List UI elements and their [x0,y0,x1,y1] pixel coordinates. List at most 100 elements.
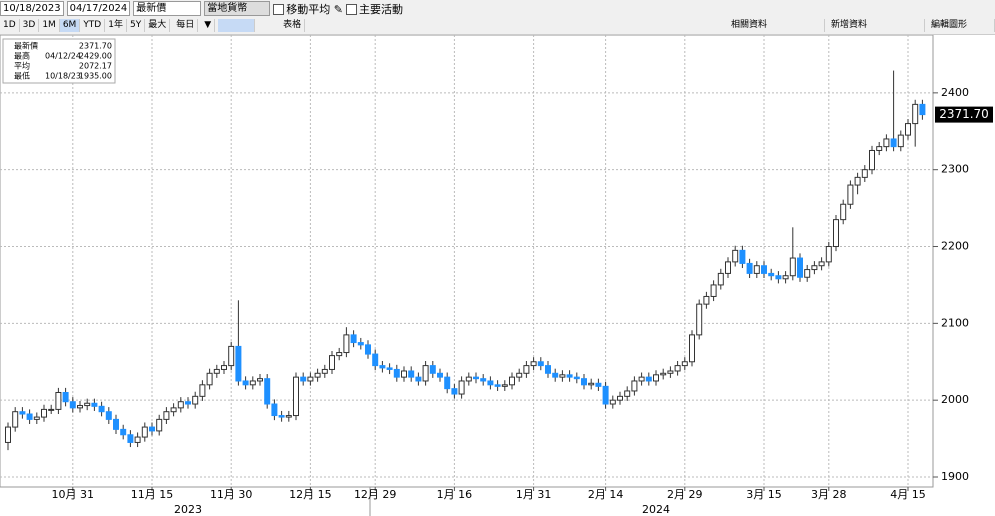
range-button[interactable]: 3D [20,19,40,32]
table[interactable]: 表格 [280,19,306,32]
candle-body [105,411,112,420]
candle-body [357,342,364,346]
y-tick-label: 2200 [941,240,969,253]
candle-body [645,376,652,382]
candle-body [343,334,350,354]
candle-body [566,374,573,378]
x-tick-label: 2月 14 [588,488,624,501]
candle-body [393,368,400,378]
candle-body [753,265,760,274]
candle-body [516,372,523,378]
x-tick-label: 1月 16 [437,488,473,501]
candle-body [912,103,919,125]
style[interactable] [218,19,256,32]
candle-body [667,370,674,374]
x-tick-label: 3月 15 [746,488,782,501]
candle-body [401,370,407,378]
candle-body [905,123,911,136]
candle-body [365,344,371,355]
candle-body [336,352,343,357]
range-button[interactable]: 1D [0,19,20,32]
legend-label: 最新價 [14,41,38,51]
candle-body [559,374,566,378]
candle-body [617,395,623,401]
candle-body [62,391,69,403]
candle-body [660,372,667,376]
candle-body [192,395,199,405]
candle-body [869,149,875,171]
candle-body [523,365,530,374]
candle-body [804,269,811,278]
candle-body [631,380,638,392]
candle-body [854,176,861,186]
key-events[interactable]: 主要活動 [346,1,403,17]
moving-avg[interactable]: 移動平均 ✎ [273,1,343,17]
candle-body [177,401,184,409]
candle-body [509,376,515,386]
frequency[interactable]: 每日 [173,19,199,32]
candle-body [789,257,796,277]
range-button[interactable]: 1M [39,19,60,32]
legend-label: 最高 [14,51,30,61]
candle-body [408,370,415,378]
key-events-label: 主要活動 [359,2,403,16]
candle-body [782,275,789,280]
candle-body [213,368,220,374]
candle-body [897,134,904,148]
edit-chart[interactable]: 編輯圖形 [928,19,995,32]
candle-body [437,372,443,378]
candle-body [861,169,868,178]
candle-body [329,355,335,370]
y-tick-label: 2400 [941,86,969,99]
candle-body [537,361,544,367]
candle-body [465,376,472,382]
candle-body [41,408,47,418]
candle-body [595,382,602,387]
candle-body [141,426,148,438]
x-tick-label: 11月 15 [131,488,174,501]
candle-body [825,246,832,263]
candle-body [321,368,328,374]
chart: 1900 2000 2100 2200 2300 2400 10月 31 11月 15 11月 … [0,35,993,516]
candle-body [271,403,278,417]
x-tick-label: 12月 29 [354,488,397,501]
candle-body [480,378,487,382]
legend-label: 平均 [14,61,30,71]
candle-body [833,219,839,248]
candle-body [451,388,458,395]
candle-body [314,372,321,378]
candle-body [501,384,508,387]
candle-body [717,272,724,286]
currency[interactable]: 當地貨幣 [204,1,271,16]
candle-body [840,203,847,221]
candle-body [185,401,191,405]
candle-body [653,374,659,382]
candle-body [48,408,55,411]
range-button[interactable]: 1年 [105,19,127,32]
range-button[interactable]: 最大 [145,19,171,32]
legend-value: 2371.70 [79,42,112,51]
candle-body [163,411,170,420]
x-tick-label: 1月 31 [516,488,552,501]
candle-body [98,405,105,413]
range-button[interactable]: 6M [59,19,81,32]
candle-body [818,261,825,267]
related[interactable]: 相關資料 [728,19,825,32]
price-field[interactable]: 最新價 [133,1,202,16]
add-data[interactable]: 新增資料 [828,19,925,32]
candle-body [689,334,695,363]
candle-body [674,365,681,372]
range-buttons: 1D 3D 1M 6M YTD 1年 5Y 最大 [0,19,171,32]
candle-body [638,376,645,382]
candle-body [156,418,163,432]
candle-body [703,295,710,305]
end-date[interactable]: 04/17/2024 [66,1,131,16]
legend-value: 2429.00 [79,52,112,61]
plot-area [0,35,934,488]
candle-body [458,380,465,395]
range-button[interactable]: YTD [80,19,106,32]
range-button[interactable]: 5Y [127,19,146,32]
start-date[interactable]: 10/18/2023 [0,1,64,16]
candle-body [696,303,703,336]
x-tick-label: 11月 30 [210,488,253,501]
